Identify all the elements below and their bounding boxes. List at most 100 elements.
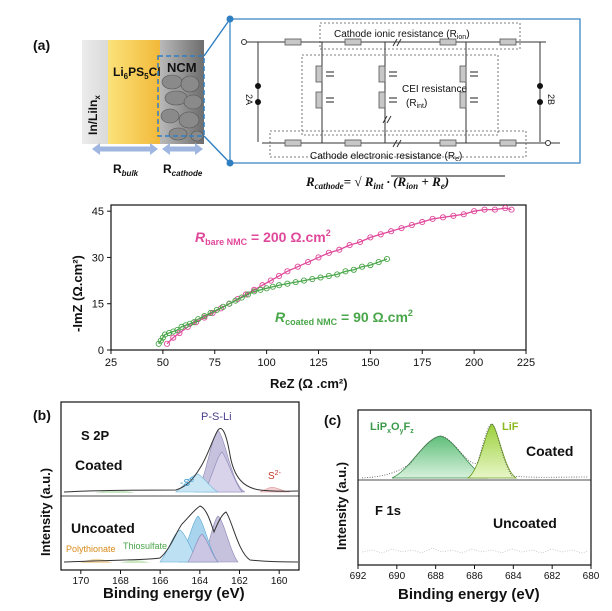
data-point — [388, 228, 395, 235]
data-point — [359, 263, 366, 270]
data-point — [334, 271, 341, 278]
nyquist-ytick-label: 0 — [98, 345, 104, 357]
rcathode-label: Rcathode — [163, 162, 203, 178]
cathode-label: NCM — [167, 60, 197, 75]
psli-label: P-S-Li — [201, 411, 232, 423]
nyquist-xtick-label: 175 — [413, 357, 431, 369]
data-point — [226, 300, 233, 307]
data-point — [375, 259, 382, 266]
uncoated-thiosulfate-peak — [120, 560, 150, 563]
xps-xtick-label: 168 — [112, 576, 129, 587]
terminal-2a: 2A — [244, 94, 254, 105]
data-point — [284, 268, 291, 275]
data-point — [309, 275, 316, 283]
xps-xtick-label: 682 — [544, 571, 561, 582]
data-point — [408, 222, 415, 229]
data-point — [155, 340, 162, 347]
terminal-2b: 2B — [546, 94, 556, 105]
f1s-uncoated-trace — [361, 547, 589, 554]
nyquist-xtick-label: 75 — [209, 357, 221, 369]
nyquist-ytick-label: 30 — [92, 252, 104, 264]
data-point — [481, 206, 488, 213]
bare-annotation: Rbare NMC = 200 Ω.cm2 — [195, 228, 331, 247]
data-point — [201, 313, 208, 320]
s2-label: S2- — [268, 470, 282, 482]
data-point — [157, 337, 164, 344]
data-point — [219, 303, 227, 310]
data-point — [471, 208, 478, 215]
nyquist-xtick-label: 225 — [517, 357, 535, 369]
electrolyte-label: Li6PS5Cl — [113, 65, 161, 81]
f1s-coated-label: Coated — [526, 443, 573, 459]
data-point — [161, 331, 168, 338]
coated-envelope — [63, 428, 299, 493]
data-point — [170, 328, 177, 335]
xps-xtick-label: 684 — [505, 571, 522, 582]
data-point — [300, 277, 308, 284]
nyquist-ytick-label: 45 — [92, 206, 104, 218]
nyquist-xtick-label: 25 — [105, 357, 117, 369]
s2p-ylabel: Intensity (a.u.) — [38, 468, 53, 556]
xps-xtick-label: 166 — [152, 576, 169, 587]
data-point — [190, 319, 198, 326]
cei-sub-label: (Rint) — [406, 98, 427, 110]
data-point — [294, 263, 301, 270]
xps-xtick-label: 160 — [271, 576, 288, 587]
cathode-box — [157, 55, 205, 137]
data-point — [367, 234, 374, 241]
cell-schematic: In/LiInx Li6PS5Cl NCM Rbulk Rcathode — [82, 15, 234, 178]
data-point — [276, 272, 283, 280]
nyquist-xtick-label: 100 — [257, 357, 275, 369]
data-point — [336, 246, 343, 253]
data-point — [342, 268, 349, 275]
s2p-uncoated-label: Uncoated — [71, 520, 135, 536]
ncm-particles — [160, 74, 204, 142]
s2p-coated-label: Coated — [75, 457, 122, 473]
data-point — [315, 254, 322, 261]
data-point — [367, 262, 374, 269]
nyquist-xtick-label: 125 — [309, 357, 327, 369]
cathode-equation: Rcathode= √ Rint · (Rion + Re) — [305, 174, 449, 191]
data-point — [238, 294, 245, 301]
data-point — [356, 238, 364, 246]
data-point — [350, 266, 357, 273]
data-point — [508, 206, 515, 213]
s2p-title: S 2P — [81, 428, 110, 443]
series-line-0 — [166, 207, 512, 345]
panel-b-label: (b) — [33, 407, 51, 423]
coated-thio-peak — [95, 490, 135, 493]
data-point — [244, 291, 251, 298]
f1s-xlabel: Binding energy (eV) — [398, 586, 540, 603]
data-point — [346, 242, 353, 249]
nyquist-xtick-label: 200 — [465, 357, 483, 369]
data-point — [325, 272, 332, 280]
electrolyte-layer — [108, 40, 160, 144]
data-point — [460, 211, 467, 218]
f1s-uncoated-label: Uncoated — [493, 515, 557, 531]
data-point — [163, 340, 171, 347]
f1s-coated-envelope — [361, 423, 589, 479]
data-point — [439, 214, 447, 221]
cei-label: CEI resistance — [402, 84, 467, 95]
uncoated-envelope — [63, 505, 299, 563]
data-point — [377, 231, 384, 238]
data-point — [305, 259, 312, 266]
s2p-xlabel: Binding energy (eV) — [103, 585, 245, 602]
s0-label: -S0 — [180, 477, 194, 489]
data-point — [207, 309, 214, 317]
xps-xtick-label: 680 — [583, 571, 600, 582]
xps-xtick-label: 162 — [231, 576, 248, 587]
polythionate-label: Polythionate — [66, 544, 116, 554]
data-point — [263, 285, 270, 292]
f1s-ylabel: Intensity (a.u.) — [334, 462, 349, 550]
coated-annotation: Rcoated NMC = 90 Ω.cm2 — [275, 308, 413, 327]
lipxoyfz-label: LiPxOyFz — [370, 421, 414, 435]
data-point — [159, 334, 166, 341]
data-point — [251, 288, 258, 295]
data-point — [325, 249, 332, 256]
nyquist-ytick-label: 15 — [92, 299, 104, 311]
data-point — [182, 322, 189, 329]
f1s-title: F 1s — [375, 503, 401, 518]
data-point — [267, 277, 274, 284]
